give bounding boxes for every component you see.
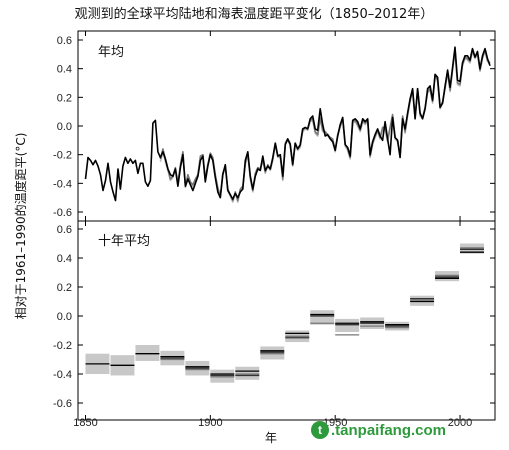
annual-y-axis: 0.6 0.4 0.2 0.0 -0.2 -0.4 -0.6 <box>53 35 495 219</box>
decadal-panel-label: 十年平均 <box>98 234 150 249</box>
y-axis-label: 相对于1961–1990的温度距平(°C) <box>13 133 28 320</box>
x-axis-label: 年 <box>265 431 277 445</box>
decade-uncertainty-band <box>460 243 485 254</box>
y-tick-label: -0.6 <box>53 207 72 219</box>
y-tick-label: 0.2 <box>57 92 72 104</box>
series-line-0 <box>84 46 491 202</box>
annual-x-ticks <box>84 31 461 221</box>
x-tick-label: 1950 <box>323 417 347 429</box>
decade-uncertainty-band <box>335 318 360 332</box>
y-tick-label: 0.6 <box>57 35 72 47</box>
annual-series-lines <box>84 46 491 203</box>
y-tick-label: -0.4 <box>53 369 72 381</box>
decade-uncertainty-band <box>435 271 460 282</box>
decade-uncertainty-band <box>260 346 285 360</box>
y-tick-label: -0.4 <box>53 178 72 190</box>
decade-uncertainty-band <box>210 369 235 383</box>
decadal-panel-frame <box>77 220 496 421</box>
chart-title: 观测到的全球平均陆地和海表温度距平变化（1850–2012年） <box>75 6 434 22</box>
decade-uncertainty-band <box>310 310 335 325</box>
x-tick-label: 1900 <box>198 417 222 429</box>
series-line-1 <box>159 49 491 202</box>
y-tick-label: 0.2 <box>57 282 72 294</box>
decadal-panel: 十年平均 0.6 0.4 0.2 0.0 -0.2 -0.4 -0.6 <box>53 220 496 421</box>
annual-panel-label: 年均 <box>98 45 124 60</box>
y-tick-label: 0.0 <box>57 121 72 133</box>
y-tick-label: 0.6 <box>57 224 72 236</box>
x-tick-label: 2000 <box>448 417 472 429</box>
decadal-x-ticks <box>84 221 461 420</box>
annual-panel-frame <box>77 30 496 222</box>
series-line-2 <box>159 50 491 203</box>
y-tick-label: -0.6 <box>53 398 72 410</box>
decade-uncertainty-band <box>235 366 260 380</box>
y-tick-label: -0.2 <box>53 340 72 352</box>
y-tick-label: -0.2 <box>53 150 72 162</box>
y-tick-label: 0.4 <box>57 64 72 76</box>
decadal-bars <box>85 243 485 383</box>
x-tick-label: 1850 <box>73 417 97 429</box>
decade-uncertainty-band <box>410 295 435 306</box>
y-tick-label: 0.4 <box>57 253 72 265</box>
watermark-logo-letter: t <box>318 423 322 437</box>
watermark-logo: t .tanpaifang.com <box>311 421 446 439</box>
annual-panel: 年均 0.6 0.4 0.2 0.0 -0.2 -0.4 -0.6 <box>53 30 496 222</box>
watermark-logo-icon <box>311 421 329 439</box>
watermark-text: .tanpaifang.com <box>331 422 446 439</box>
x-tick-labels: 1850 1900 1950 2000 <box>73 417 472 429</box>
decadal-y-axis: 0.6 0.4 0.2 0.0 -0.2 -0.4 -0.6 <box>53 224 495 410</box>
y-tick-label: 0.0 <box>57 311 72 323</box>
decade-uncertainty-band <box>135 345 160 361</box>
